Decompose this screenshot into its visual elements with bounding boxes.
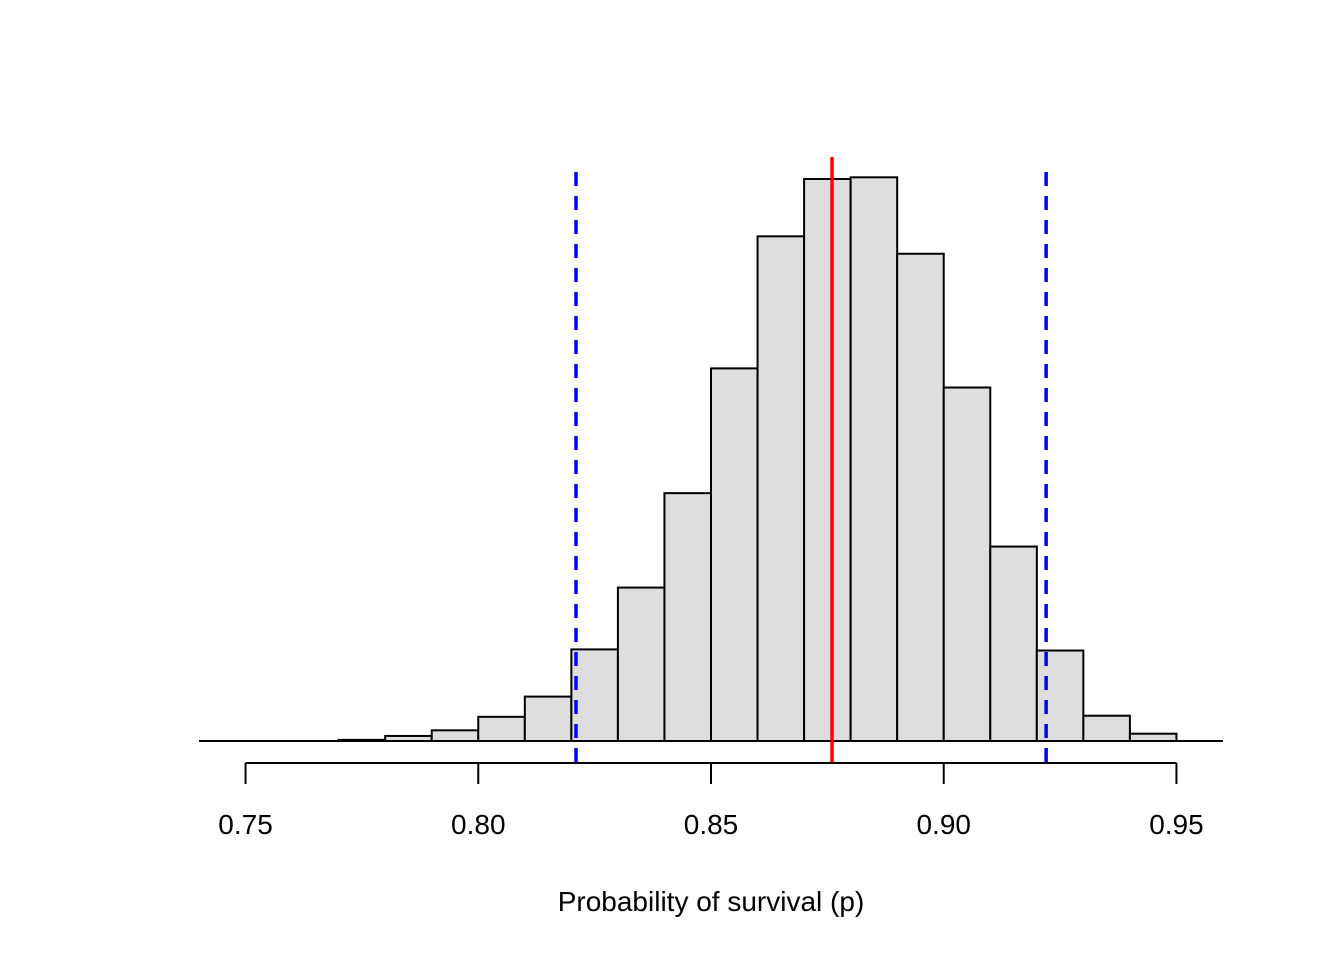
x-tick-label: 0.75 (218, 809, 273, 840)
x-axis-title: Probability of survival (p) (558, 886, 865, 917)
histogram-bars (337, 176, 1178, 743)
histogram-bar (1082, 714, 1131, 743)
histogram-bar (616, 586, 666, 742)
histogram-bar (803, 178, 852, 742)
histogram-bar (710, 367, 759, 742)
histogram-bar (1128, 732, 1178, 742)
x-tick-label: 0.85 (684, 809, 739, 840)
histogram-bar (942, 386, 992, 742)
histogram-bar (896, 252, 945, 742)
histogram-bar (570, 648, 619, 742)
x-tick-label: 0.80 (451, 809, 506, 840)
histogram-bar (430, 729, 480, 743)
histogram-bar (1035, 649, 1085, 743)
x-tick-label: 0.95 (1149, 809, 1204, 840)
histogram-bar (849, 176, 899, 742)
histogram-bar (523, 695, 573, 742)
histogram-bar (477, 715, 526, 742)
x-axis: 0.75 0.80 0.85 0.90 0.95 (218, 762, 1204, 840)
histogram-bar (989, 545, 1038, 742)
histogram-bar (756, 235, 806, 742)
x-tick-label: 0.90 (916, 809, 971, 840)
reference-lines (574, 157, 1048, 762)
histogram-bar (663, 492, 712, 742)
